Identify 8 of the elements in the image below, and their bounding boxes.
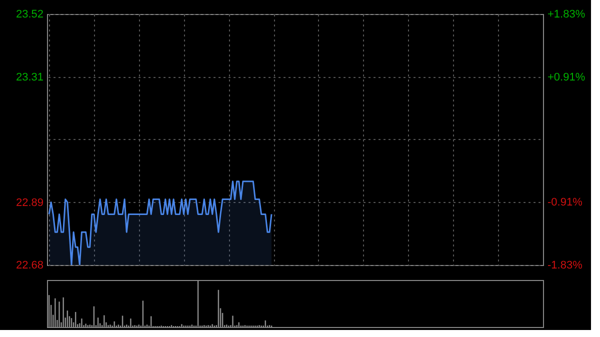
y-tick-label: 22.89 xyxy=(16,196,44,209)
y-tick-label: 23.31 xyxy=(16,71,44,84)
y2-tick-label: +1.83% xyxy=(548,8,586,20)
y-tick-label: 23.52 xyxy=(16,8,44,20)
y2-tick-label: +0.91% xyxy=(548,72,586,84)
y2-tick-label: -0.91% xyxy=(548,196,583,208)
y-tick-label: 22.68 xyxy=(16,260,44,272)
y2-tick-label: -1.83% xyxy=(548,260,583,272)
